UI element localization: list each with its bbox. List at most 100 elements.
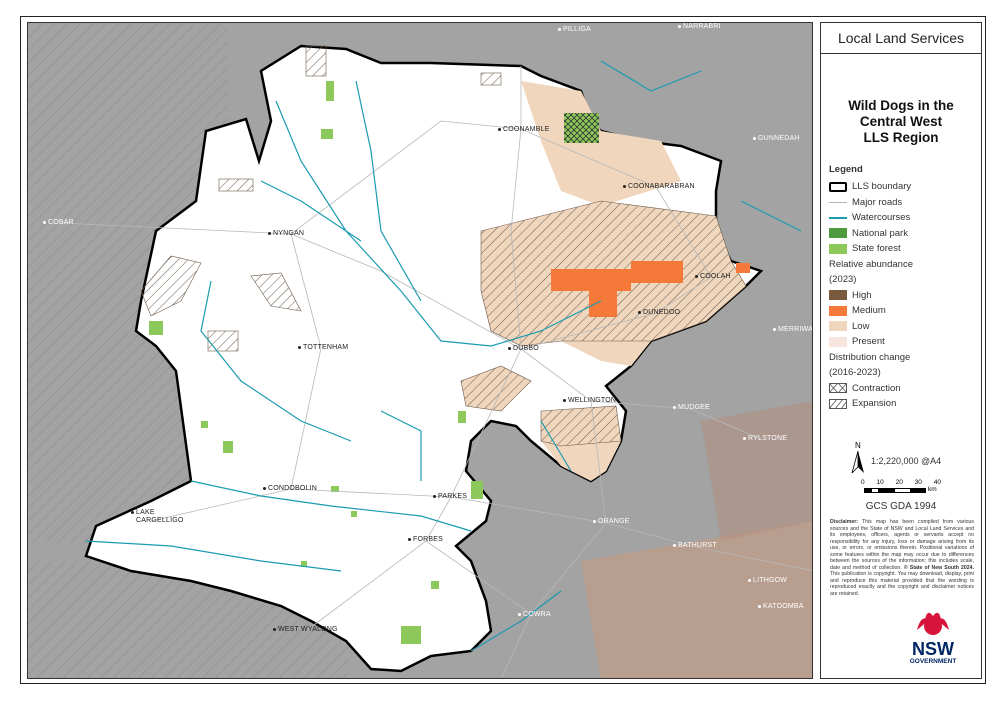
outside-abundance-east [701,401,812,541]
title-line-2: Central West [859,114,943,129]
abundance-medium-areas [551,261,750,317]
road-swatch [829,201,847,203]
legend-label: State forest [852,243,901,255]
town-coolah: COOLAH [695,273,731,280]
logo-government: GOVERNMENT [909,658,957,665]
water-swatch [829,217,847,219]
scale-tick: 40 [933,479,941,486]
boundary-swatch [829,181,847,192]
legend: Legend LLS boundary Major roads Watercou… [829,164,981,412]
disclaimer-text-2: This publication is copyright. You may d… [830,571,974,597]
town-forbes: FORBES [408,536,443,543]
legend-label: Present [852,336,885,348]
outside-abundance-southeast [581,521,812,678]
town-bathurst: BATHURST [673,542,717,549]
legend-item-high: High [829,288,981,304]
legend-item-state-forest: State forest [829,241,981,257]
legend-label: Contraction [852,382,901,394]
scale-tick: 30 [914,479,922,486]
town-condobolin: CONDOBOLIN [263,485,317,492]
town-nyngan: NYNGAN [268,230,304,237]
map-title: Wild Dogs in the Central West LLS Region [821,98,981,146]
legend-item-low: Low [829,319,981,335]
town-coonamble: COONAMBLE [498,126,550,133]
nsw-government-logo: NSW GOVERNMENT [901,608,965,665]
scale-ticks: 0 10 20 30 40 [861,479,941,486]
town-rylstone: RYLSTONE [743,435,787,442]
contraction-hatch [564,113,599,143]
town-west-wyalong: WEST WYALONG [273,626,338,633]
scale-tick: 20 [895,479,903,486]
town-pilliga: PILLIGA [558,26,591,33]
legend-label: Medium [852,305,886,317]
medium-swatch [829,305,847,316]
legend-label: Major roads [852,196,903,208]
present-swatch [829,336,847,347]
town-label-line2: CARGELLIGO [136,517,184,524]
town-tottenham: TOTTENHAM [298,344,348,351]
town-dubbo: DUBBO [508,345,539,352]
high-swatch [829,290,847,301]
disclaimer-text: This map has been compiled from various … [830,519,974,571]
town-gunnedah: GUNNEDAH [753,135,800,142]
abundance-heading: Relative abundance [829,258,913,270]
low-swatch [829,321,847,332]
legend-label: Watercourses [852,212,911,224]
scale-bar [864,488,926,493]
town-narrabri: NARRABRI [678,23,721,30]
legend-label: Expansion [852,398,897,410]
legend-label: National park [852,227,908,239]
watercourses [85,60,802,652]
map-canvas [28,23,812,678]
town-wellington: WELLINGTON [563,397,616,404]
scale-ratio: 1:2,220,000 @A4 [871,456,942,466]
town-katoomba: KATOOMBA [758,603,804,610]
logo-nsw: NSW [912,639,954,659]
national-park-swatch [829,228,847,239]
town-dunedoo: DUNEDOO [638,309,680,316]
legend-item-medium: Medium [829,303,981,319]
legend-heading: Legend [829,164,863,175]
projection-label: GCS GDA 1994 [865,501,937,512]
scale-tick: 10 [876,479,884,486]
legend-item-major-roads: Major roads [829,195,981,211]
organisation-name: Local Land Services [821,23,981,54]
town-coonabarabran: COONABARABRAN [623,183,695,190]
title-line-3: LLS Region [863,130,939,145]
scale-unit: km [928,486,937,493]
abundance-year: (2023) [829,274,857,285]
change-heading: Distribution change [829,351,911,363]
waratah-icon [917,612,949,635]
town-mudgee: MUDGEE [673,404,710,411]
disclaimer-label: Disclaimer: [830,519,858,525]
contraction-swatch [829,383,847,394]
town-lithgow: LITHGOW [748,577,787,584]
legend-panel: Local Land Services Wild Dogs in the Cen… [820,22,982,679]
town-lake-cargelligo: LAKE CARGELLIGO [131,509,184,525]
north-arrow-icon [851,451,864,473]
state-forests [149,81,483,644]
scale-tick: 0 [861,479,865,486]
legend-label: Low [852,320,870,332]
map-frame [20,16,986,684]
legend-item-lls-boundary: LLS boundary [829,179,981,195]
legend-item-expansion: Expansion [829,396,981,412]
legend-item-national-park: National park [829,226,981,242]
town-orange: ORANGE [593,518,630,525]
town-parkes: PARKES [433,493,467,500]
title-line-1: Wild Dogs in the [848,98,954,113]
disclaimer: Disclaimer: This map has been compiled f… [830,519,974,597]
disclaimer-copyright: © State of New South 2024. [903,564,974,571]
town-merriwa: MERRIWA [773,326,812,333]
legend-item-watercourses: Watercourses [829,210,981,226]
legend-item-contraction: Contraction [829,381,981,397]
state-forest-swatch [829,243,847,254]
legend-label: High [852,289,872,301]
expansion-swatch [829,398,847,409]
town-cobar: COBAR [43,219,74,226]
legend-label: LLS boundary [852,181,912,193]
town-label-line1: LAKE [136,509,155,516]
town-cowra: COWRA [518,611,551,618]
change-years: (2016-2023) [829,367,881,378]
map-view[interactable]: PILLIGA NARRABRI COONAMBLE GUNNEDAH COON… [27,22,813,679]
